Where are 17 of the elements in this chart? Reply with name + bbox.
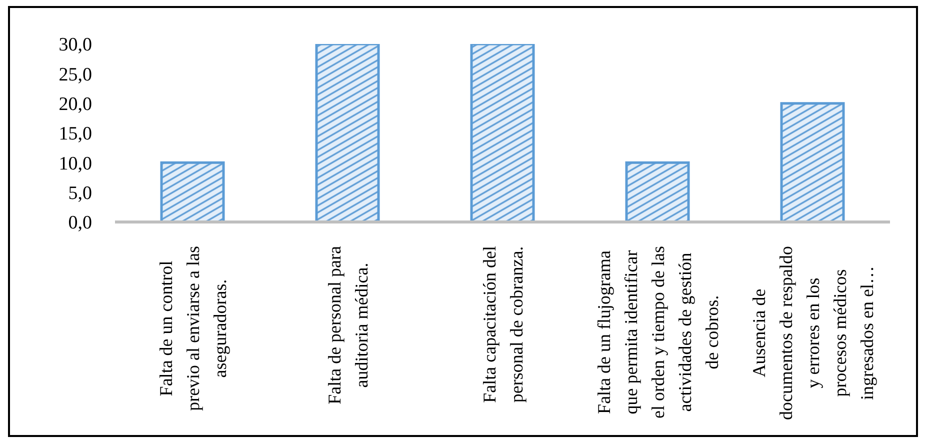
y-tick-label: 20,0 <box>58 94 92 116</box>
x-tick-label: Falta de un flujograma que permita identificar el orden y tiempo de las actividades de gestión de cobros. <box>594 246 722 418</box>
bar <box>160 161 225 222</box>
y-tick-label: 25,0 <box>58 64 92 86</box>
y-tick-label: 15,0 <box>58 124 92 145</box>
x-tick-label: Ausencia de documentos de respaldo y errores en los procesos médicos ingresados en el… <box>748 246 877 420</box>
y-tick-label: 10,0 <box>58 153 92 174</box>
bar <box>780 102 845 222</box>
bar <box>625 161 690 222</box>
x-tick-label: Falta de personal para auditoria médica. <box>324 246 372 404</box>
x-tick-label: Falta capacitación del personal de cobranza. <box>479 246 526 403</box>
bar <box>315 44 380 222</box>
y-tick-label: 5,0 <box>68 183 92 204</box>
y-tick-label: 30,0 <box>58 34 92 56</box>
x-tick-label: Falta de un control previo al enviarse a las aseguradoras. <box>156 246 230 411</box>
bar <box>470 44 535 222</box>
y-tick-label: 0,0 <box>68 212 92 234</box>
